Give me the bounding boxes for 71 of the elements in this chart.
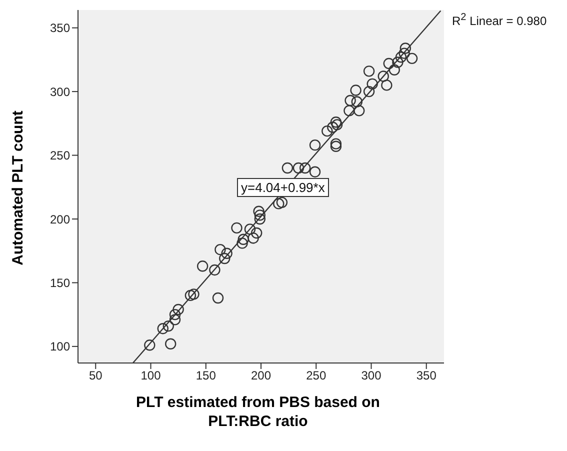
point (250, 227, 262, 239)
point (254, 210, 266, 221)
y-axis-title: Automated PLT count (10, 110, 26, 266)
point (238, 234, 249, 245)
point (231, 222, 242, 234)
point (144, 340, 156, 351)
point (330, 140, 342, 152)
point (214, 244, 226, 256)
x-tick-label: 300 (361, 368, 382, 383)
point (219, 252, 230, 264)
point (331, 119, 343, 130)
point (330, 116, 342, 128)
point (221, 248, 232, 260)
x-tick-label: 50 (88, 368, 103, 383)
y-tick-label: 200 (50, 212, 70, 226)
point (354, 105, 365, 116)
x-tick-label: 200 (250, 368, 272, 383)
point (363, 86, 375, 98)
point (165, 338, 176, 350)
point (398, 48, 410, 59)
y-tick-label: 350 (50, 21, 70, 36)
point (209, 264, 220, 276)
point (388, 64, 400, 76)
y-tick-label: 250 (50, 148, 70, 163)
point (350, 84, 362, 96)
point (292, 162, 304, 174)
point (344, 105, 355, 116)
annotation: y=4.04+0.99*x (237, 178, 329, 197)
point (273, 198, 284, 210)
text: R$^{2}$ Linear = 0.980 (452, 12, 547, 28)
point (172, 304, 184, 316)
x-tick-label: 150 (196, 368, 216, 383)
point (196, 260, 208, 272)
point (395, 52, 407, 63)
point (378, 70, 389, 82)
y-tick-label: 150 (50, 276, 70, 290)
point (327, 122, 338, 133)
point (169, 314, 181, 326)
x-axis-title: PLT estimated from PBS based on PLT:RBC ratio (135, 393, 381, 431)
point (157, 322, 168, 334)
point (282, 162, 294, 174)
point (236, 238, 248, 249)
point (188, 288, 200, 300)
point (406, 52, 418, 64)
point (392, 56, 404, 68)
point (309, 139, 321, 151)
point (330, 138, 342, 150)
point (363, 66, 375, 77)
point (351, 96, 363, 108)
point (253, 206, 264, 217)
x-tick-label: 250 (306, 368, 326, 383)
point (162, 320, 174, 332)
point (309, 166, 321, 178)
y-tick-label: 300 (50, 84, 70, 99)
point (322, 125, 333, 137)
point (366, 78, 378, 90)
point (381, 80, 392, 91)
point (184, 290, 196, 302)
point (299, 162, 311, 174)
point (169, 308, 181, 320)
point (248, 232, 259, 244)
point (344, 94, 356, 106)
y-tick-label: 100 (50, 340, 70, 354)
point (254, 213, 266, 225)
point (383, 58, 394, 70)
point (400, 42, 412, 54)
point (212, 292, 224, 304)
x-tick-label: 350 (416, 368, 437, 383)
point (244, 224, 256, 235)
point (276, 196, 288, 208)
x-tick-label: 100 (140, 368, 162, 383)
